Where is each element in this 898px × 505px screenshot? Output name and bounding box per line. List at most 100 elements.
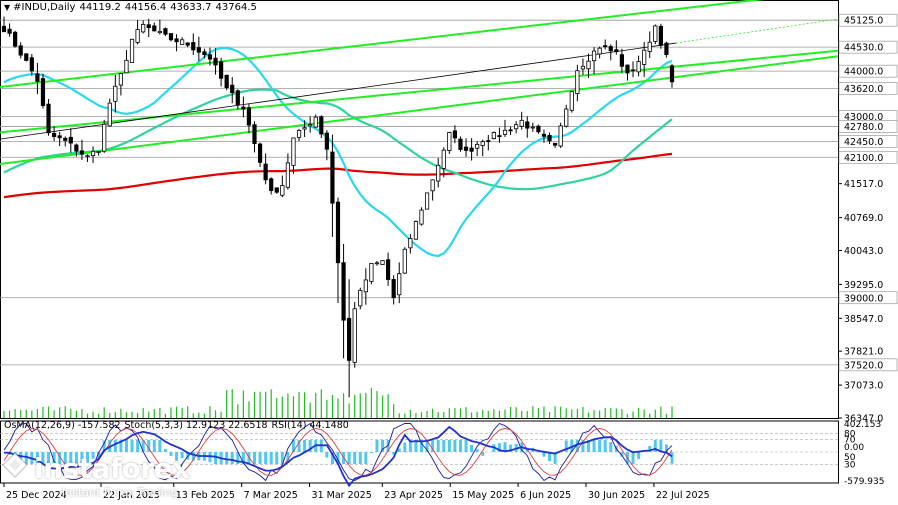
candle-body (52, 132, 57, 137)
candle-body (90, 150, 96, 157)
volume-bar (276, 397, 278, 418)
stoch-readout: Stoch(5,3,3) 12.9123 22.6518 (124, 420, 268, 431)
candle-body (146, 24, 151, 29)
candle-body (18, 45, 23, 56)
candle-body (580, 65, 586, 70)
candle-body (152, 25, 157, 32)
volume-bar (237, 404, 239, 418)
oscillator-scale-label: -579.935 (844, 477, 884, 487)
osma-bar (442, 440, 446, 452)
price-tick-label: 37073.0 (844, 381, 883, 392)
candle-body (280, 185, 285, 196)
candle-body (424, 192, 430, 210)
volume-bar (20, 409, 22, 418)
candle-body (508, 129, 513, 132)
volume-bar (543, 406, 545, 418)
candle-body (319, 116, 324, 135)
osma-bar (542, 452, 546, 457)
osma-bar (286, 452, 290, 463)
candle-body (129, 38, 135, 64)
volume-bar (181, 407, 183, 418)
time-tick-label: 30 Jun 2025 (588, 490, 645, 501)
volume-bar (409, 409, 411, 418)
volume-bar (198, 412, 200, 418)
candle-body (430, 179, 435, 192)
candle-body (157, 30, 162, 34)
osma-bar (303, 440, 307, 452)
volume-bar (532, 406, 534, 418)
volume-bar (482, 409, 484, 418)
candle-body (391, 279, 396, 299)
osma-bar (503, 442, 507, 452)
candle-body (569, 91, 574, 111)
volume-bar (192, 413, 194, 418)
volume-bar (571, 409, 573, 418)
candle-body (257, 143, 263, 163)
price-tick-label: 42100.0 (844, 153, 883, 164)
candle-body (452, 130, 458, 139)
oscillator-scale-label: 30 (844, 460, 856, 470)
osma-bar (225, 452, 229, 464)
candle-body (24, 53, 29, 61)
candle-body (85, 155, 90, 158)
volume-bar (248, 401, 250, 418)
volume-bar (47, 406, 50, 418)
osma-bar (564, 440, 568, 452)
collapse-arrow-icon[interactable]: ▼ (4, 3, 11, 12)
instaforex-logo-icon (2, 452, 28, 478)
candle-body (363, 279, 368, 293)
osma-bar (408, 440, 412, 452)
osma-bar (80, 452, 84, 463)
candle-body (335, 201, 341, 264)
osma-bar (124, 440, 128, 452)
candle-body (96, 151, 101, 153)
price-tag-box (838, 291, 898, 305)
volume-bar (103, 407, 105, 418)
osma-bar (119, 440, 123, 452)
volume-bar (632, 411, 634, 418)
osma-bar (475, 449, 479, 452)
price-tick-label: 38547.0 (844, 314, 883, 325)
osma-bar (358, 452, 362, 464)
volume-bar (53, 410, 55, 418)
candle-body (7, 28, 12, 34)
osma-bar (587, 440, 590, 452)
candle-body (63, 137, 68, 141)
candle-body (397, 273, 402, 296)
candle-body (124, 59, 129, 74)
osma-bar (330, 452, 334, 464)
price-tick-label: 37821.0 (844, 347, 883, 358)
oscillator-scale-label: 0.00 (844, 443, 864, 453)
osma-bar (247, 452, 251, 464)
osma-bar (458, 440, 462, 452)
osma-bar (336, 452, 340, 464)
symbol-label: #INDU,Daily (13, 2, 76, 13)
volume-bar (604, 407, 606, 418)
candle-body (636, 61, 641, 73)
volume-bar (521, 410, 523, 418)
candle-body (79, 150, 85, 155)
candle-body (107, 102, 112, 127)
candle-body (630, 69, 636, 72)
osma-readout: OsMA(12,26,9) -157.582 (4, 420, 121, 431)
volume-bar (326, 399, 328, 418)
candle-body (658, 25, 663, 46)
volume-bar (509, 406, 512, 418)
osma-bar (186, 452, 190, 460)
price-tag-box (838, 120, 898, 133)
price-tick-label: 40043.0 (844, 246, 883, 257)
price-tick-label: 42780.0 (844, 122, 883, 133)
osma-bar (570, 440, 574, 452)
close-value: 43764.5 (215, 2, 257, 13)
candle-body (597, 47, 602, 55)
time-tick-label: 7 Mar 2025 (244, 490, 298, 501)
candle-body (352, 308, 357, 363)
instaforex-watermark: instaforex Instant Forex Trading (2, 452, 190, 499)
osma-bar (431, 440, 435, 452)
candle-body (358, 289, 363, 307)
osma-bar (553, 452, 557, 464)
volume-bar (476, 411, 478, 418)
osma-bar (592, 440, 596, 452)
candle-body (57, 135, 62, 139)
